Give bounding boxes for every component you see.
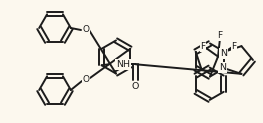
Text: O: O	[83, 25, 89, 34]
Text: N: N	[219, 63, 226, 72]
Text: F: F	[231, 42, 236, 51]
Text: F: F	[200, 42, 206, 51]
Text: N: N	[220, 49, 227, 58]
Text: O: O	[83, 76, 89, 85]
Text: NH: NH	[116, 60, 130, 69]
Text: F: F	[218, 31, 222, 40]
Text: O: O	[132, 82, 139, 91]
